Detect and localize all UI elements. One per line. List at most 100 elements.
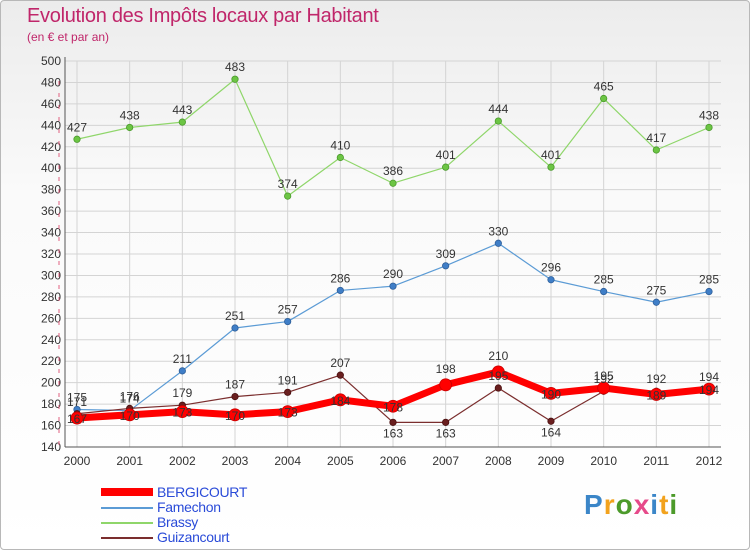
data-point-brassy xyxy=(442,163,450,171)
x-tick-label: 2008 xyxy=(485,454,512,468)
data-point-brassy xyxy=(336,153,344,162)
data-label-guizancourt: 176 xyxy=(120,389,140,403)
data-label-famechon: 275 xyxy=(646,283,666,297)
data-label-bergicourt: 170 xyxy=(225,409,245,423)
data-point-famechon xyxy=(652,298,660,306)
logo-letter: i xyxy=(669,489,679,520)
data-label-brassy: 374 xyxy=(278,177,298,191)
data-label-brassy: 444 xyxy=(488,102,508,116)
data-point-famechon xyxy=(284,317,292,326)
y-tick-label: 500 xyxy=(41,54,61,68)
data-point-bergicourt xyxy=(491,365,505,379)
data-label-bergicourt: 170 xyxy=(120,409,140,423)
data-point-bergicourt xyxy=(439,378,453,392)
axes: 140 160 180 200 220 240 260 280 300 320 340 360 380 4… xyxy=(41,54,723,468)
x-tick-label: 2002 xyxy=(169,454,196,468)
data-point-brassy xyxy=(494,117,502,125)
y-tick-label: 220 xyxy=(41,354,61,368)
data-label-famechon: 285 xyxy=(594,273,614,287)
legend-label: Brassy xyxy=(157,514,198,530)
x-tick-label: 2005 xyxy=(327,454,354,468)
data-point-famechon xyxy=(494,239,502,247)
data-point-bergicourt xyxy=(544,386,558,400)
data-label-guizancourt: 194 xyxy=(699,370,719,384)
data-label-brassy: 401 xyxy=(541,148,561,162)
data-point-bergicourt xyxy=(386,399,400,413)
data-labels: 427 438 443 483 374 410 386 401 444 401 465 417 438 1… xyxy=(67,60,719,440)
legend-label: Guizancourt xyxy=(157,529,230,545)
data-label-guizancourt: 164 xyxy=(541,425,561,439)
data-label-brassy: 465 xyxy=(594,80,614,94)
data-label-brassy: 401 xyxy=(436,148,456,162)
data-label-famechon: 251 xyxy=(225,309,245,323)
y-tick-label: 480 xyxy=(41,75,61,89)
data-point-guizancourt xyxy=(389,418,397,426)
data-label-bergicourt: 189 xyxy=(646,388,666,402)
y-tick-label: 300 xyxy=(41,268,61,282)
y-tick-label: 280 xyxy=(41,290,61,304)
data-point-bergicourt xyxy=(649,388,663,401)
logo-letter: x xyxy=(633,489,651,520)
data-point-bergicourt xyxy=(597,381,611,395)
x-tick-label: 2012 xyxy=(696,454,723,468)
x-tick-label: 2000 xyxy=(64,454,91,468)
x-tick-label: 2007 xyxy=(432,454,459,468)
data-label-bergicourt: 194 xyxy=(699,383,719,397)
data-point-bergicourt xyxy=(175,405,189,419)
data-label-bergicourt: 173 xyxy=(278,406,298,420)
data-label-famechon: 290 xyxy=(383,267,403,281)
logo-letter: i xyxy=(650,489,660,520)
data-label-bergicourt: 184 xyxy=(330,394,350,408)
logo-letter: r xyxy=(603,489,616,520)
data-point-brassy xyxy=(389,179,397,187)
logo-letter: t xyxy=(659,489,670,520)
legend-swatch xyxy=(101,537,153,539)
legend-swatch xyxy=(101,488,153,496)
data-label-brassy: 417 xyxy=(646,131,666,145)
y-tick-label: 200 xyxy=(41,376,61,390)
data-label-famechon: 175 xyxy=(67,390,87,404)
data-label-famechon: 285 xyxy=(699,273,719,287)
legend-swatch xyxy=(101,507,153,509)
data-label-bergicourt: 178 xyxy=(383,400,403,414)
data-label-guizancourt: 207 xyxy=(330,356,350,370)
data-point-guizancourt xyxy=(547,417,555,425)
x-tick-label: 2004 xyxy=(274,454,301,468)
legend-label: BERGICOURT xyxy=(157,484,248,500)
x-tick-label: 2010 xyxy=(590,454,617,468)
data-point-bergicourt xyxy=(333,393,347,407)
data-point-bergicourt xyxy=(123,408,137,422)
y-tick-label: 460 xyxy=(41,97,61,111)
y-tick-label: 400 xyxy=(41,161,61,175)
data-label-famechon: 286 xyxy=(330,271,350,285)
x-tick-label: 2011 xyxy=(643,454,669,468)
logo-letter: P xyxy=(584,489,604,520)
chart-title: Evolution des Impôts locaux par Habitant xyxy=(27,5,379,27)
proxiti-logo: Proxiti xyxy=(584,489,678,521)
data-point-guizancourt xyxy=(284,388,292,396)
data-label-guizancourt: 187 xyxy=(225,378,245,392)
data-point-brassy xyxy=(652,146,660,154)
data-label-famechon: 257 xyxy=(278,303,298,317)
data-label-brassy: 427 xyxy=(67,120,87,134)
data-point-famechon xyxy=(442,262,450,270)
data-label-brassy: 483 xyxy=(225,60,245,74)
data-point-brassy xyxy=(178,118,186,126)
data-point-brassy xyxy=(547,163,555,171)
data-point-brassy xyxy=(126,123,134,132)
y-tick-label: 160 xyxy=(41,419,61,433)
y-tick-label: 380 xyxy=(41,183,61,197)
data-point-brassy xyxy=(284,192,292,200)
y-tick-label: 440 xyxy=(41,118,61,132)
data-point-famechon xyxy=(389,282,397,290)
data-label-guizancourt: 192 xyxy=(594,372,614,386)
data-label-bergicourt: 195 xyxy=(594,369,614,383)
data-label-brassy: 438 xyxy=(699,108,719,122)
data-label-brassy: 386 xyxy=(383,164,403,178)
data-label-guizancourt: 171 xyxy=(67,395,87,409)
data-label-bergicourt: 167 xyxy=(67,412,87,426)
data-label-famechon: 330 xyxy=(488,224,508,238)
series-lines xyxy=(70,75,716,426)
